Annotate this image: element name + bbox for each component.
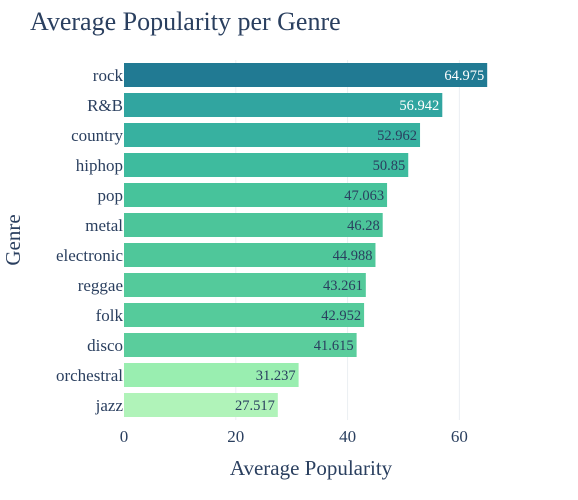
bar	[124, 93, 442, 117]
bar-value-label: 50.85	[373, 158, 406, 174]
y-tick-label: R&B	[87, 96, 123, 115]
bar	[124, 123, 420, 147]
x-tick-label: 40	[339, 427, 356, 446]
bar-value-labels: 64.975 56.942 52.962 50.85 47.063 46.28 44.988…	[235, 68, 484, 414]
bar-value-label: 64.975	[444, 68, 484, 84]
y-tick-label: electronic	[56, 246, 123, 265]
y-axis-tick-labels: rock R&B country hiphop pop metal electronic re…	[56, 66, 124, 415]
bar-value-label: 43.261	[323, 278, 363, 294]
chart-title: Average Popularity per Genre	[30, 7, 341, 36]
bar	[124, 213, 383, 237]
bar-value-label: 47.063	[344, 188, 384, 204]
bar-value-label: 52.962	[377, 128, 417, 144]
y-tick-label: country	[71, 126, 123, 145]
x-axis-tick-labels: 0 20 40 60	[120, 427, 468, 446]
bar-value-label: 46.28	[347, 218, 380, 234]
y-tick-label: reggae	[78, 276, 123, 295]
x-axis-title: Average Popularity	[230, 456, 393, 480]
y-tick-label: orchestral	[56, 366, 123, 385]
bars	[124, 63, 487, 417]
y-axis-title: Genre	[1, 214, 25, 265]
x-tick-label: 0	[120, 427, 129, 446]
bar	[124, 153, 408, 177]
y-tick-label: rock	[93, 66, 124, 85]
y-tick-label: hiphop	[76, 156, 123, 175]
y-tick-label: disco	[87, 336, 123, 355]
bar	[124, 63, 487, 87]
bar-value-label: 41.615	[314, 338, 354, 354]
y-tick-label: metal	[85, 216, 123, 235]
y-tick-label: jazz	[95, 396, 124, 415]
bar-value-label: 27.517	[235, 398, 275, 414]
x-tick-label: 20	[227, 427, 244, 446]
bar-value-label: 42.952	[321, 308, 361, 324]
x-tick-label: 60	[451, 427, 468, 446]
y-tick-label: pop	[98, 186, 124, 205]
bar-value-label: 31.237	[256, 368, 296, 384]
y-tick-label: folk	[96, 306, 124, 325]
bar-value-label: 56.942	[399, 98, 439, 114]
bar-value-label: 44.988	[333, 248, 373, 264]
